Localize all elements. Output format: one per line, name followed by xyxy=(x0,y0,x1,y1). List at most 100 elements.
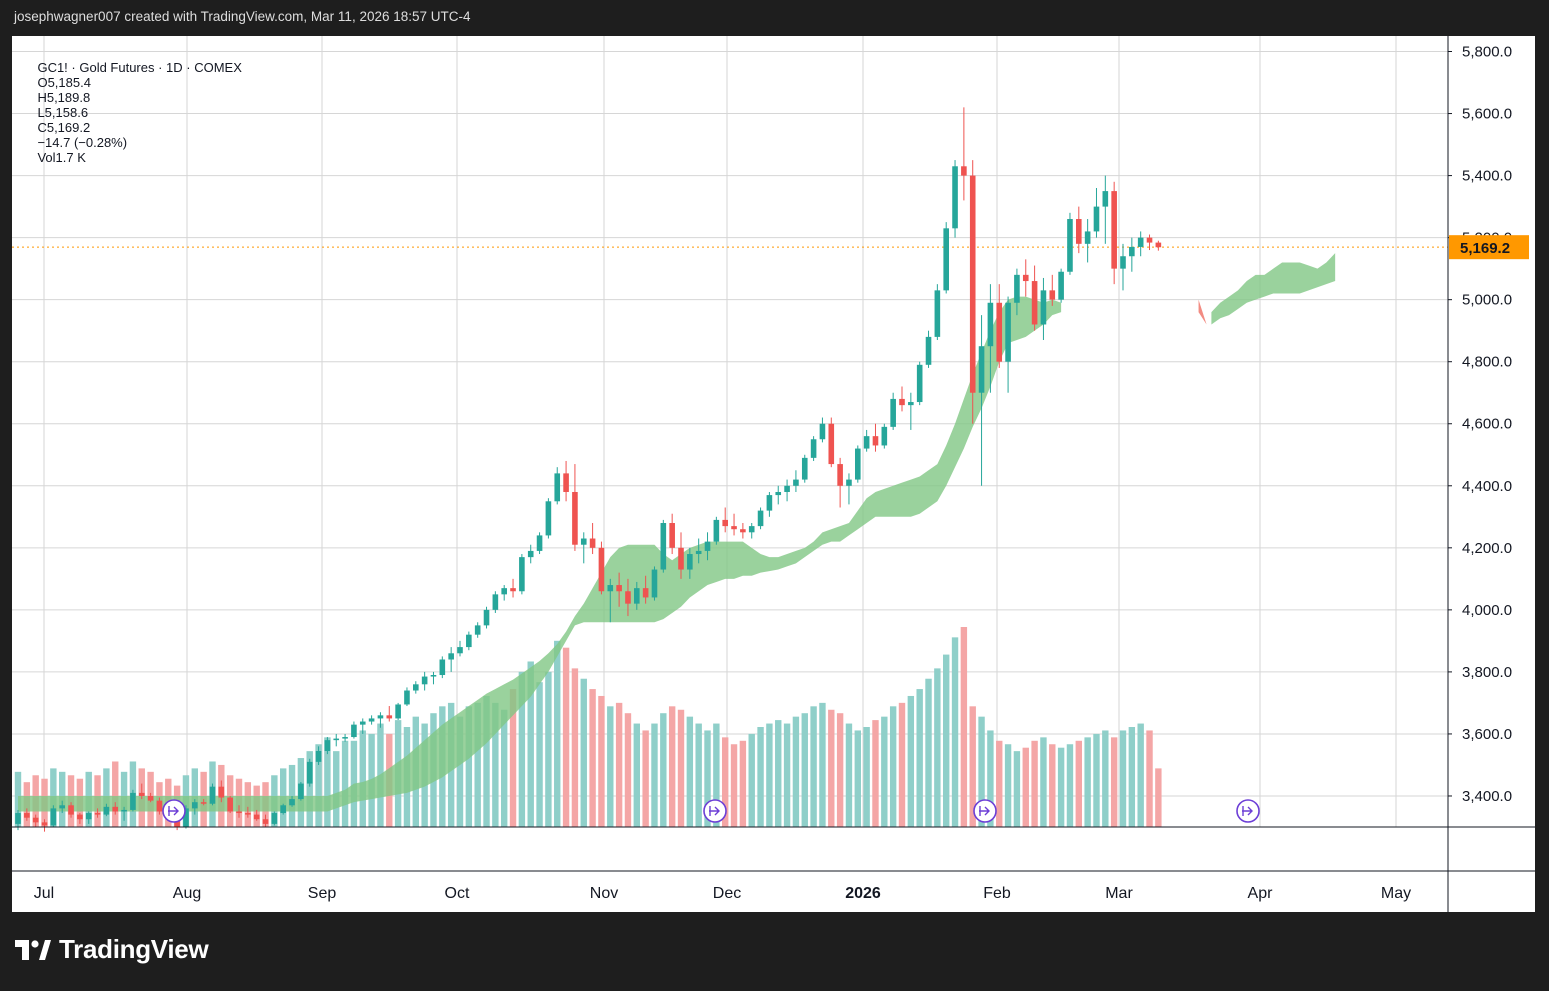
candle-body xyxy=(280,805,286,814)
candle-body xyxy=(209,786,216,804)
ichimoku-cloud-future xyxy=(1211,253,1336,325)
candle-body xyxy=(368,718,375,722)
candle-body xyxy=(15,813,21,824)
volume-bar xyxy=(341,740,349,827)
volume-bar xyxy=(872,720,879,827)
volume-bar xyxy=(1066,744,1074,827)
volume-bar xyxy=(1155,768,1162,827)
chart-frame[interactable]: 3,400.0 3,600.0 3,800.0 4,000.0 4,200.0 4,400… xyxy=(12,36,1535,912)
candle-body xyxy=(138,792,145,796)
volume-bar xyxy=(536,682,543,827)
volume-bar xyxy=(474,702,481,827)
volume-bar xyxy=(943,654,950,827)
time-tick-label: Jul xyxy=(34,885,54,902)
candle-body xyxy=(660,523,667,570)
candle-body xyxy=(112,806,119,812)
event-arrow-icon xyxy=(709,806,720,816)
candle-body xyxy=(837,464,843,486)
candle-body xyxy=(740,529,746,533)
volume-bar xyxy=(651,723,658,827)
candle-body xyxy=(766,495,773,511)
candle-body xyxy=(483,609,490,626)
candle-body xyxy=(324,740,331,752)
candle-body xyxy=(952,166,958,229)
price-tick-label: 5,000.0 xyxy=(1462,292,1512,309)
volume-bar xyxy=(836,713,844,827)
volume-bar xyxy=(907,695,915,827)
volume-bar xyxy=(580,678,587,827)
volume-bar xyxy=(501,709,508,827)
candle-body xyxy=(32,817,39,823)
price-chart[interactable]: 3,400.0 3,600.0 3,800.0 4,000.0 4,200.0 4,400… xyxy=(12,36,1535,912)
volume-bar xyxy=(1084,737,1091,827)
candle-body xyxy=(1102,191,1109,207)
candle-body xyxy=(810,439,817,458)
volume-bar xyxy=(465,706,473,827)
legend-open: O5,185.4 xyxy=(37,75,91,90)
candle-body xyxy=(634,588,640,604)
volume-bar xyxy=(925,678,932,827)
legend-symbol[interactable]: GC1! · Gold Futures · 1D · COMEX xyxy=(37,60,242,75)
candle-body xyxy=(563,473,569,492)
candle-body xyxy=(784,485,790,492)
candle-body xyxy=(916,364,923,403)
candle-body xyxy=(580,538,587,545)
volume-bar xyxy=(660,713,667,827)
volume-bar xyxy=(518,671,526,827)
candle-body xyxy=(713,519,720,542)
volume-bar xyxy=(1119,730,1127,827)
volume-bar xyxy=(722,737,729,827)
candle-body xyxy=(925,336,932,365)
volume-bar xyxy=(288,764,296,827)
candle-body xyxy=(934,290,941,337)
candle-body xyxy=(536,535,543,551)
candle-body xyxy=(183,808,189,827)
candle-body xyxy=(333,738,340,741)
candle-body xyxy=(872,436,879,446)
candle-body xyxy=(68,805,74,815)
time-tick-label: Feb xyxy=(983,885,1011,902)
volume-bar xyxy=(898,702,906,827)
candle-body xyxy=(289,799,295,806)
candle-body xyxy=(103,806,110,815)
tradingview-brand: TradingView xyxy=(59,934,209,964)
volume-bar xyxy=(315,744,322,827)
volume-bar xyxy=(589,689,596,827)
volume-bar xyxy=(112,761,119,827)
candle-body xyxy=(315,751,322,762)
candle-body xyxy=(501,588,507,595)
time-tick-label: 2026 xyxy=(845,885,881,902)
candle-body xyxy=(1084,231,1091,244)
legend-low: L5,158.6 xyxy=(37,105,89,120)
legend-volume: Vol1.7 K xyxy=(37,150,86,165)
volume-bar xyxy=(792,716,800,827)
candle-body xyxy=(1031,281,1038,325)
candle-body xyxy=(961,166,967,176)
volume-bar xyxy=(1004,744,1012,827)
candle-body xyxy=(421,676,428,685)
volume-bar xyxy=(483,695,490,827)
price-tick-label: 4,600.0 xyxy=(1462,416,1512,433)
candle-body xyxy=(1155,242,1162,248)
candle-body xyxy=(748,526,755,533)
candle-body xyxy=(404,690,410,705)
volume-bar xyxy=(333,751,340,827)
last-price-label: 5,169.2 xyxy=(1460,240,1510,257)
attribution-header: josephwagner007 created with TradingView… xyxy=(14,9,471,24)
candle-body xyxy=(881,426,888,446)
candle-body xyxy=(121,809,127,812)
candle-body xyxy=(24,813,30,818)
candle-body xyxy=(678,547,684,570)
candle-body xyxy=(1137,237,1144,247)
candle-body xyxy=(616,585,622,592)
candle-body xyxy=(793,479,799,486)
time-tick-label: Apr xyxy=(1248,885,1274,902)
volume-bar xyxy=(1075,740,1082,827)
volume-bar xyxy=(775,720,782,827)
candle-body xyxy=(492,594,499,610)
candle-body xyxy=(351,724,357,738)
candle-body xyxy=(828,423,835,465)
candle-body xyxy=(978,346,985,393)
candle-body xyxy=(607,585,614,592)
candle-body xyxy=(775,491,782,496)
